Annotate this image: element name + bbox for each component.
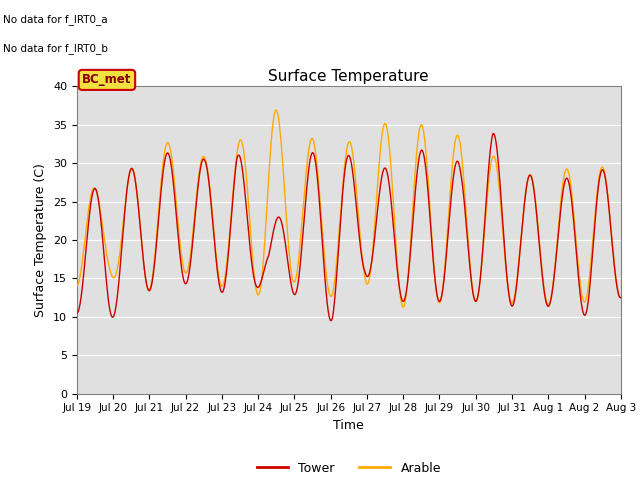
Text: No data for f_IRT0_a: No data for f_IRT0_a xyxy=(3,14,108,25)
Line: Tower: Tower xyxy=(77,133,621,321)
Line: Arable: Arable xyxy=(77,110,621,307)
Y-axis label: Surface Temperature (C): Surface Temperature (C) xyxy=(35,163,47,317)
Tower xyxy=(617,295,625,300)
Tower xyxy=(304,177,312,182)
Tower xyxy=(73,310,81,316)
Arable xyxy=(272,107,280,113)
Arable xyxy=(399,304,407,310)
Tower xyxy=(490,131,497,136)
Text: BC_met: BC_met xyxy=(82,73,132,86)
Title: Surface Temperature: Surface Temperature xyxy=(269,69,429,84)
Tower xyxy=(315,192,323,198)
Arable xyxy=(383,124,390,130)
Tower xyxy=(325,311,333,317)
Arable xyxy=(115,257,123,263)
Tower xyxy=(137,232,145,238)
Tower xyxy=(327,318,335,324)
Text: No data for f_IRT0_b: No data for f_IRT0_b xyxy=(3,43,108,54)
Arable xyxy=(325,290,333,296)
Arable xyxy=(137,233,145,239)
Arable xyxy=(617,295,625,300)
Arable xyxy=(304,153,312,158)
Legend: Tower, Arable: Tower, Arable xyxy=(252,456,446,480)
Tower xyxy=(115,278,123,284)
Arable xyxy=(316,187,323,192)
Arable xyxy=(73,283,81,289)
Tower xyxy=(383,168,390,174)
X-axis label: Time: Time xyxy=(333,419,364,432)
